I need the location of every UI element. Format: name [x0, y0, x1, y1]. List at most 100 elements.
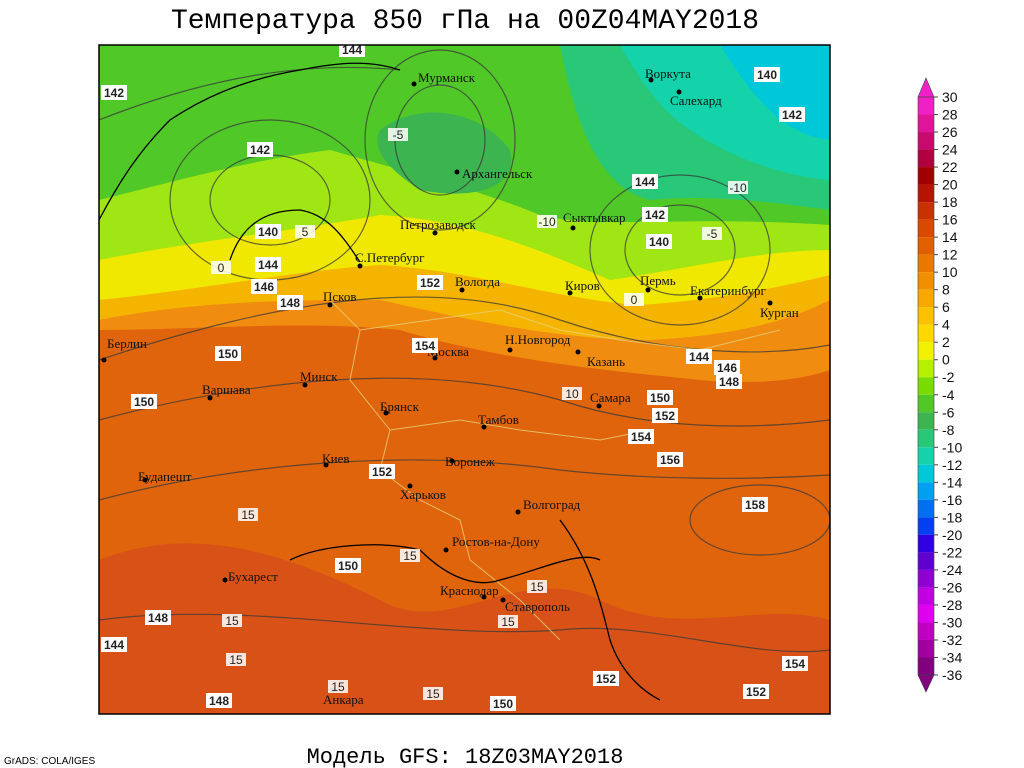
city-dot [454, 169, 460, 175]
height-label: 148 [148, 611, 168, 625]
colorbar-label: -32 [942, 632, 962, 648]
colorbar-segment [918, 324, 934, 343]
colorbar-segment [918, 447, 934, 465]
colorbar-label: -28 [942, 597, 962, 613]
temp-label-box [527, 580, 547, 593]
colorbar-label: 6 [942, 299, 950, 315]
colorbar-label: -10 [942, 439, 962, 455]
colorbar-segment [918, 552, 934, 570]
contour-line [99, 296, 830, 361]
temp-label: 15 [530, 580, 544, 594]
colorbar-segment [918, 622, 934, 640]
colorbar-segment [918, 499, 934, 518]
map: Мурманск Воркута Салехард Архангельск Петроз… [99, 45, 830, 714]
city-dot [302, 382, 308, 388]
colorbar-segment [918, 342, 934, 360]
city-label: Минск [300, 369, 338, 384]
temp-label-box [388, 128, 408, 141]
city-dot [142, 477, 148, 483]
city-label: С.Петербург [355, 250, 424, 265]
temp-label: -10 [729, 181, 747, 195]
city-label: Брянск [380, 399, 420, 414]
colorbar-label: -8 [942, 422, 955, 438]
city-dot [449, 458, 455, 464]
height-label-box [743, 684, 769, 699]
colorbar-segment [918, 657, 934, 675]
height-label: 142 [250, 143, 270, 157]
colorbar-label: 0 [942, 352, 950, 368]
height-label-box [782, 656, 808, 671]
colorbar-label: -12 [942, 457, 962, 473]
height-label-box [255, 257, 281, 272]
coastline [99, 62, 401, 221]
colorbar-segment [918, 219, 934, 238]
city-dot [515, 509, 521, 515]
city-label: Псков [323, 289, 356, 304]
contour-line [99, 459, 830, 501]
height-label: 144 [104, 638, 124, 652]
height-label-box [593, 671, 619, 686]
height-label: 156 [660, 453, 680, 467]
height-label-box [642, 207, 668, 222]
city-label: Казань [587, 354, 625, 369]
height-label-box [714, 360, 740, 375]
colorbar-label: -34 [942, 649, 962, 665]
coastline [559, 519, 661, 701]
colorbar-segment [918, 604, 934, 623]
height-label-box [369, 464, 395, 479]
colorbar-label: -16 [942, 492, 962, 508]
colorbar-segment [918, 569, 934, 588]
colorbar-segment [918, 289, 934, 308]
temp-label: 15 [225, 614, 239, 628]
city-dot [596, 403, 602, 409]
city-label: Ставрополь [505, 599, 570, 614]
temp-label: 15 [426, 687, 440, 701]
temp-label-box [728, 181, 748, 194]
colorbar-label: 24 [942, 142, 958, 158]
city-dot [697, 295, 703, 301]
height-label-box [101, 85, 127, 100]
colorbar-segment [918, 394, 934, 413]
city-label: Самара [590, 390, 631, 405]
temp-label: -5 [707, 227, 718, 241]
city-label: Киев [322, 451, 350, 466]
city-dot [357, 263, 363, 269]
city-dot [411, 81, 417, 87]
temp-label-box [624, 293, 644, 306]
height-label: 140 [757, 68, 777, 82]
city-dot [507, 347, 513, 353]
height-label-box [101, 637, 127, 652]
temp-label-box [328, 680, 348, 693]
colorbar-segment [918, 517, 934, 535]
city-dot [570, 225, 576, 231]
city-label: Варшава [202, 382, 251, 397]
height-label: 150 [338, 559, 358, 573]
height-label: 142 [645, 208, 665, 222]
height-label-box [206, 693, 232, 708]
city-dot [575, 349, 581, 355]
city-label: Берлин [107, 336, 147, 351]
height-label: 144 [635, 175, 655, 189]
height-label: 150 [650, 391, 670, 405]
temp-label: 15 [501, 615, 515, 629]
height-label-box [754, 67, 780, 82]
city-label: Петрозаводск [400, 217, 476, 232]
height-label: 152 [746, 685, 766, 699]
colorbar-segment [918, 639, 934, 658]
height-label: 142 [782, 108, 802, 122]
city-label: Будапешт [138, 469, 192, 484]
colorbar-label: 30 [942, 89, 958, 105]
temp-label-box [238, 508, 258, 521]
colorbar-label: -24 [942, 562, 962, 578]
colorbar-label: -18 [942, 509, 962, 525]
city-dot [101, 357, 107, 363]
colorbar-label: 22 [942, 159, 958, 175]
colorbar-label: 14 [942, 229, 958, 245]
height-label: 154 [785, 657, 805, 671]
colorbar-label: 10 [942, 264, 958, 280]
height-label-box [647, 390, 673, 405]
height-label-box [632, 174, 658, 189]
coastline [229, 209, 361, 263]
city-label: Бухарест [228, 569, 278, 584]
